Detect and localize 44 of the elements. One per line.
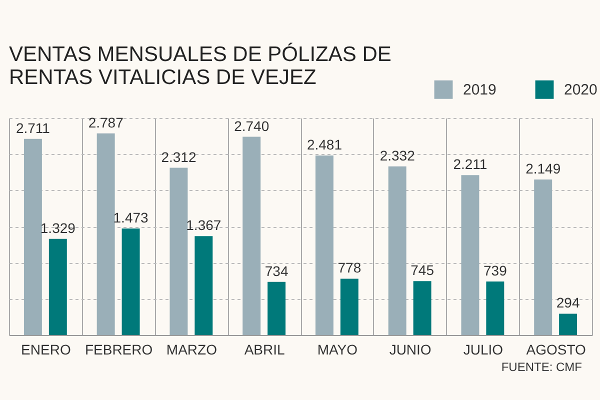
source-note: FUENTE: CMF <box>501 360 582 374</box>
bar <box>48 238 67 335</box>
x-tick-label: FEBRERO <box>84 342 153 358</box>
bar <box>340 278 358 335</box>
x-tick-label: JULIO <box>463 342 504 358</box>
bar <box>388 166 406 335</box>
data-label: 2.211 <box>453 156 488 172</box>
bar <box>268 282 286 335</box>
data-label: 778 <box>338 260 362 276</box>
data-label: 2.481 <box>306 136 342 153</box>
bar <box>486 282 504 335</box>
data-label: 1.367 <box>186 217 222 234</box>
bar <box>170 168 188 335</box>
x-tick-label: ABRIL <box>244 342 286 358</box>
data-label: 2.740 <box>234 118 270 134</box>
data-label: 2.149 <box>526 160 561 177</box>
data-label: 2.711 <box>16 120 50 136</box>
x-tick-label: JUNIO <box>389 342 432 358</box>
data-label: 739 <box>483 262 508 279</box>
data-label: 1.473 <box>113 209 149 226</box>
bar <box>461 175 480 335</box>
legend-label: 2020 <box>564 82 598 99</box>
bar <box>122 228 140 335</box>
bar <box>242 136 261 335</box>
bar <box>194 236 213 335</box>
data-label: 2.787 <box>88 114 124 130</box>
x-tick-label: MAYO <box>317 342 358 358</box>
bar <box>559 314 578 335</box>
data-label: 1.329 <box>40 220 76 236</box>
x-tick-label: MARZO <box>166 342 218 358</box>
data-label: 294 <box>556 294 580 311</box>
bar <box>413 281 432 335</box>
bar <box>534 180 552 335</box>
x-tick-label: AGOSTO <box>526 342 586 358</box>
bar <box>315 156 334 335</box>
legend-label: 2019 <box>463 82 496 99</box>
chart-title: VENTAS MENSUALES DE PÓLIZAS DE RENTAS VITALICIAS DE VEJEZ <box>9 42 392 89</box>
data-label: 2.332 <box>380 147 416 164</box>
bar <box>24 138 42 335</box>
bar <box>96 133 115 335</box>
x-tick-label: ENERO <box>21 342 71 358</box>
data-label: 734 <box>264 262 288 279</box>
data-label: 2.312 <box>161 148 196 165</box>
data-label: 745 <box>410 262 434 278</box>
